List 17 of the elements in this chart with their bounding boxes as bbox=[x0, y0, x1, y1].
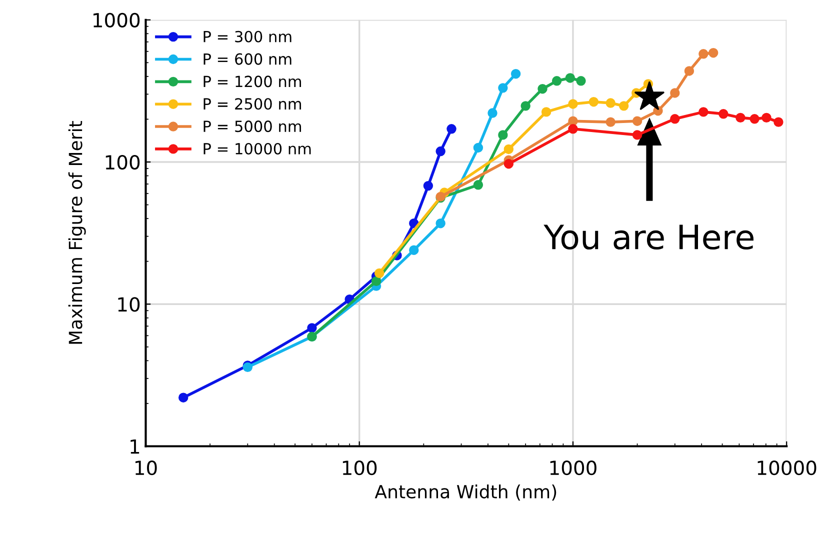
legend-label: P = 600 nm bbox=[204, 53, 292, 65]
x-tick-label: 1000 bbox=[550, 460, 596, 476]
y-axis-title: Maximum Figure of Merit bbox=[68, 121, 86, 344]
legend-label: P = 1200 nm bbox=[204, 76, 301, 88]
legend-label: P = 5000 nm bbox=[204, 120, 301, 132]
legend-label: P = 300 nm bbox=[204, 30, 292, 42]
y-tick-label: 100 bbox=[106, 154, 140, 170]
y-tick-label: 1000 bbox=[94, 12, 140, 28]
y-tick-label: 10 bbox=[118, 297, 140, 312]
x-tick-label: 10000 bbox=[758, 460, 816, 476]
x-axis-title: Antenna Width (nm) bbox=[374, 484, 556, 501]
annotation: You are Here bbox=[544, 224, 754, 250]
x-tick-label: 10 bbox=[135, 460, 157, 476]
y-tick-label: 1 bbox=[130, 439, 140, 454]
x-tick-label: 100 bbox=[342, 460, 377, 476]
legend-label: P = 2500 nm bbox=[204, 98, 301, 110]
legend-label: P = 10000 nm bbox=[204, 142, 311, 155]
